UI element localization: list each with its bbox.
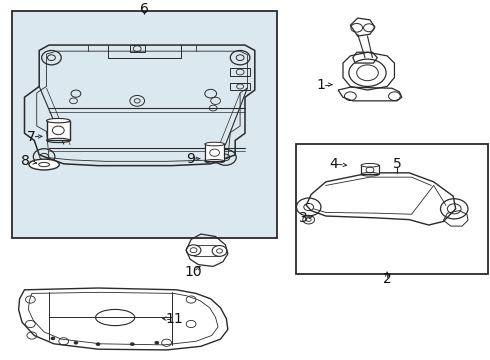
Circle shape [155,341,159,344]
Text: 1: 1 [317,78,325,92]
Circle shape [130,343,134,346]
Ellipse shape [361,163,379,167]
Circle shape [96,343,100,346]
Polygon shape [205,144,224,161]
Circle shape [74,341,78,344]
Polygon shape [47,121,70,140]
Text: 11: 11 [165,312,183,325]
Text: 10: 10 [185,265,202,279]
Text: 3: 3 [298,211,307,225]
Text: 6: 6 [140,2,149,16]
Polygon shape [361,165,379,174]
Text: 2: 2 [383,272,392,286]
Text: 5: 5 [392,157,401,171]
Ellipse shape [47,118,70,123]
Text: 7: 7 [26,130,35,144]
Bar [12,11,277,238]
Text: 8: 8 [21,154,30,168]
Text: 4: 4 [329,157,338,171]
Text: 9: 9 [186,152,195,166]
Circle shape [51,337,55,340]
Ellipse shape [205,142,224,146]
Bar [296,144,488,274]
Ellipse shape [29,159,59,170]
